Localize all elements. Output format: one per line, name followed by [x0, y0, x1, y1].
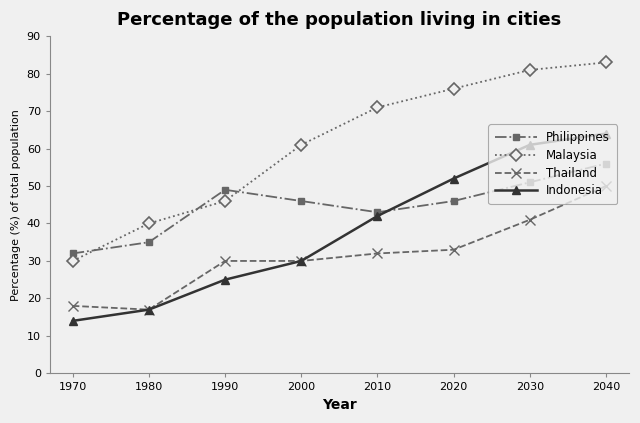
Line: Thailand: Thailand	[68, 181, 611, 314]
Indonesia	[450, 176, 458, 181]
Malaysia	[69, 258, 77, 264]
Indonesia	[298, 258, 305, 264]
Thailand	[221, 258, 229, 264]
Philippines	[526, 180, 534, 185]
Legend: Philippines, Malaysia, Thailand, Indonesia: Philippines, Malaysia, Thailand, Indones…	[488, 124, 617, 204]
Thailand	[298, 258, 305, 264]
Philippines	[602, 161, 610, 166]
Line: Malaysia: Malaysia	[68, 58, 610, 265]
Thailand	[450, 247, 458, 252]
Title: Percentage of the population living in cities: Percentage of the population living in c…	[117, 11, 561, 29]
Indonesia	[602, 131, 610, 136]
Thailand	[602, 184, 610, 189]
Malaysia	[298, 142, 305, 147]
Philippines	[145, 240, 153, 245]
Philippines	[450, 198, 458, 203]
Indonesia	[221, 277, 229, 282]
Malaysia	[450, 86, 458, 91]
Philippines	[69, 251, 77, 256]
Indonesia	[69, 319, 77, 324]
Indonesia	[374, 214, 381, 219]
Malaysia	[602, 60, 610, 65]
Philippines	[298, 198, 305, 203]
Philippines	[374, 210, 381, 215]
Malaysia	[526, 67, 534, 72]
Malaysia	[145, 221, 153, 226]
Line: Philippines: Philippines	[69, 160, 609, 257]
Malaysia	[374, 105, 381, 110]
Thailand	[374, 251, 381, 256]
Thailand	[526, 217, 534, 222]
Philippines	[221, 187, 229, 192]
Y-axis label: Percentage (%) of total population: Percentage (%) of total population	[11, 109, 21, 301]
Indonesia	[145, 307, 153, 312]
Thailand	[145, 307, 153, 312]
Indonesia	[526, 142, 534, 147]
Malaysia	[221, 198, 229, 203]
X-axis label: Year: Year	[322, 398, 356, 412]
Line: Indonesia: Indonesia	[68, 129, 610, 325]
Thailand	[69, 303, 77, 308]
